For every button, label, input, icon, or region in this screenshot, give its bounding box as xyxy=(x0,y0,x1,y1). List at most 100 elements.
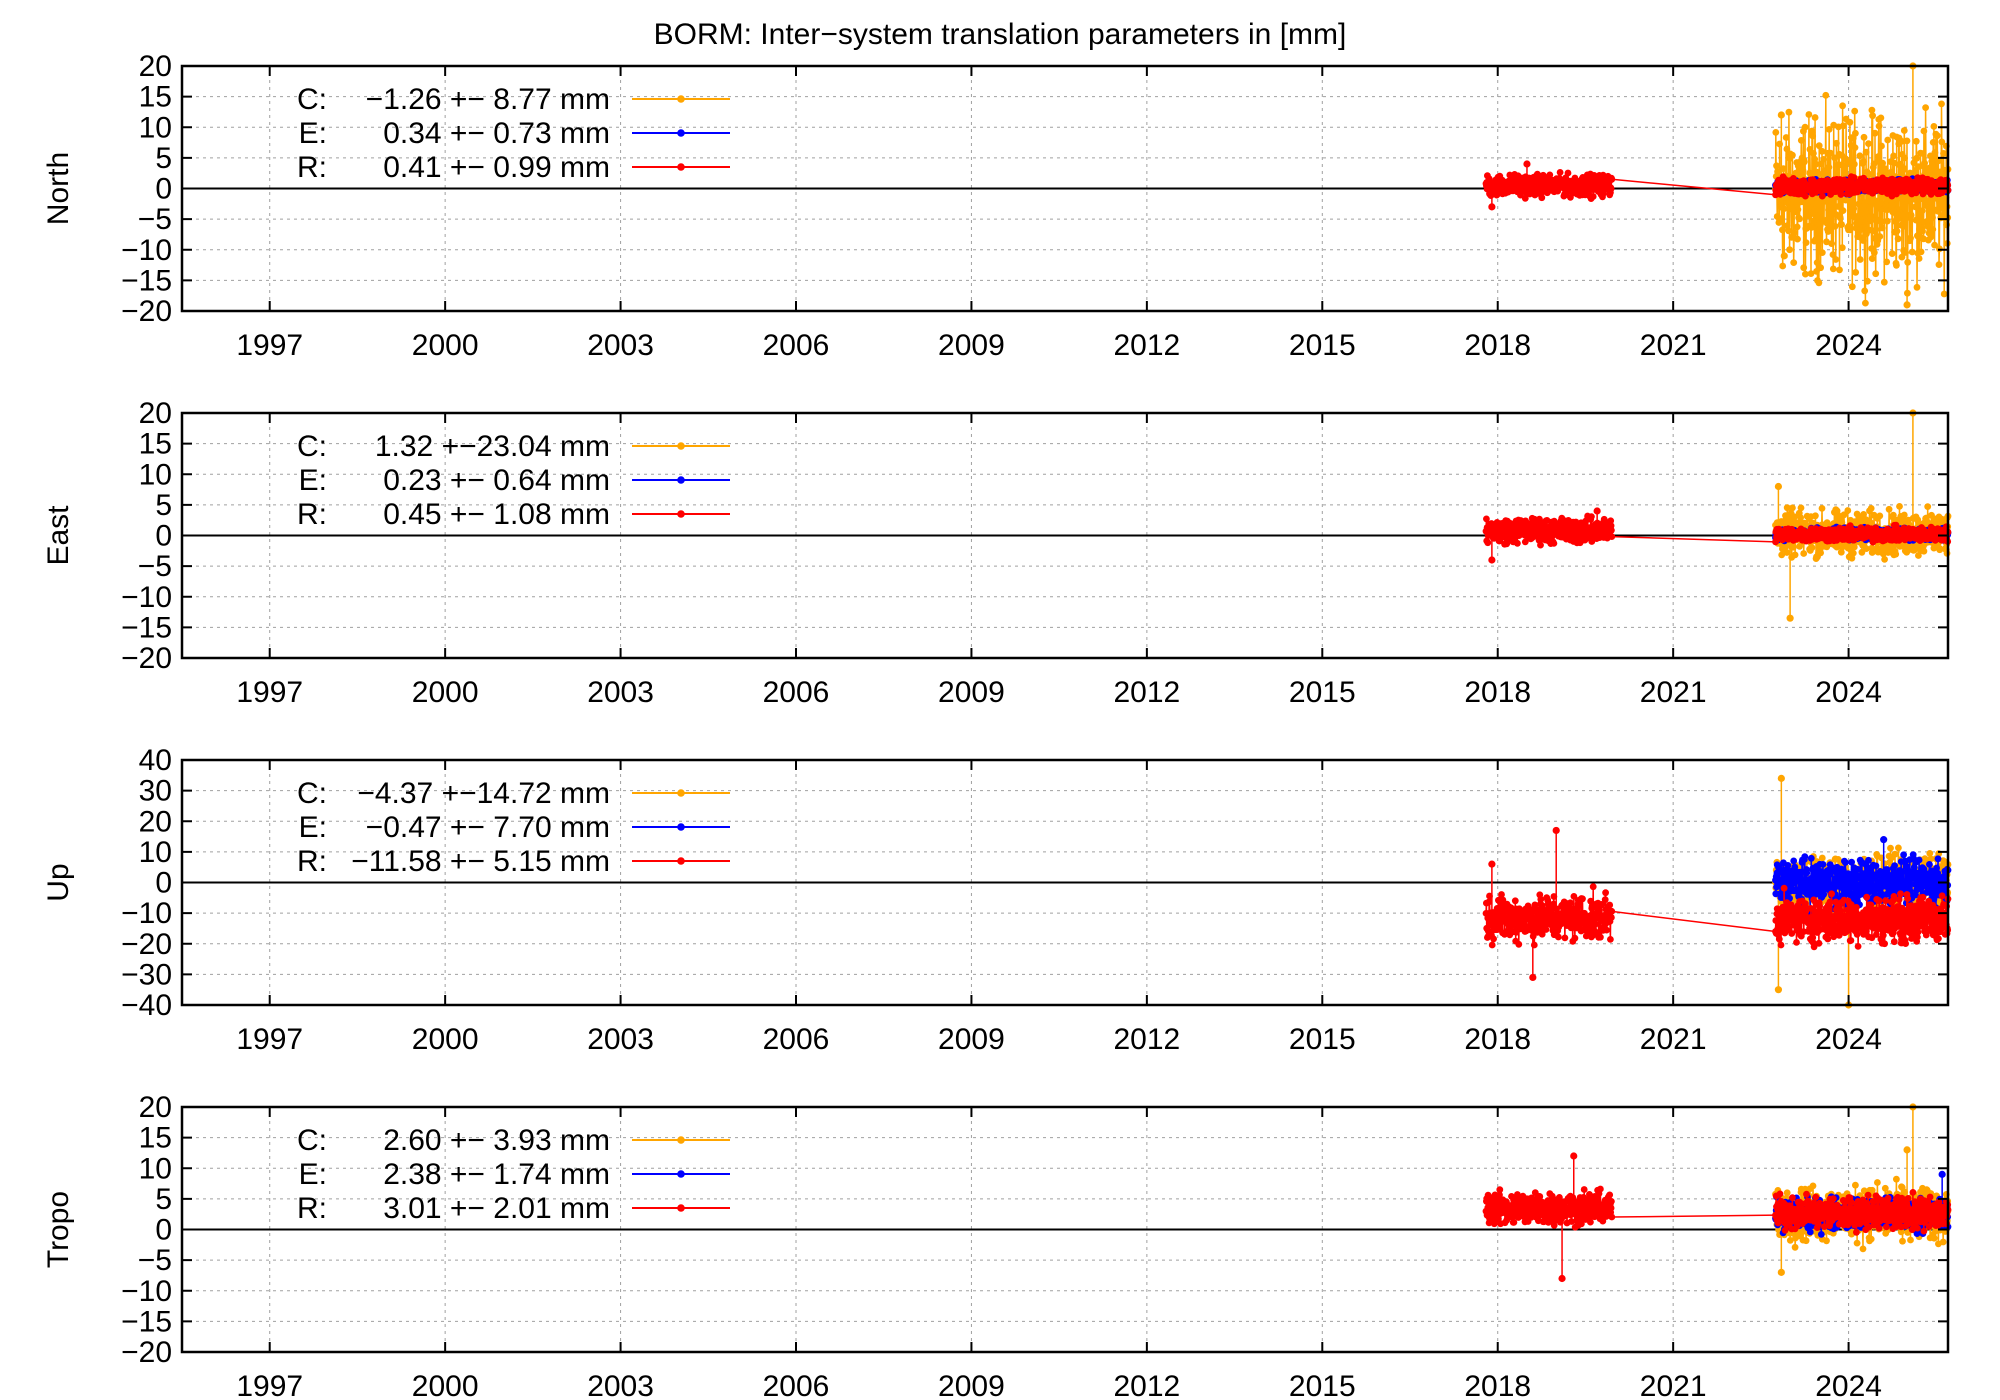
series-C-point xyxy=(1868,255,1876,262)
series-C-point xyxy=(1915,255,1923,262)
series-C-point xyxy=(1793,223,1801,231)
series-C-point xyxy=(1783,504,1791,512)
series-C-point xyxy=(1860,133,1868,141)
series-C-point xyxy=(1872,270,1880,278)
series-C-point xyxy=(1870,249,1878,256)
series-C-point xyxy=(1832,256,1840,263)
series-C-point xyxy=(1774,168,1781,176)
x-tick-label: 2015 xyxy=(1289,329,1356,362)
series-C-point xyxy=(1810,150,1817,157)
series-R-point xyxy=(1607,185,1615,193)
series-R-outlier xyxy=(1593,507,1601,515)
series-R xyxy=(1482,160,1952,211)
series-C-point xyxy=(1884,217,1891,225)
series-C-point xyxy=(1828,240,1835,248)
series-C-point xyxy=(1893,261,1900,269)
series-C-point xyxy=(1856,152,1864,160)
series-C-point xyxy=(1907,212,1915,219)
series-C-point xyxy=(1815,279,1823,287)
series-C-point xyxy=(1917,248,1925,256)
series-C-point xyxy=(1842,196,1850,204)
series-C xyxy=(1772,409,1952,622)
series-C-point xyxy=(1918,207,1926,215)
x-tick-label: 2006 xyxy=(763,329,830,362)
series-C-point xyxy=(1891,850,1899,858)
x-tick-label: 2021 xyxy=(1640,329,1707,362)
legend-label: C: xyxy=(297,83,327,116)
series-C-point xyxy=(1796,215,1803,223)
series-C-point xyxy=(1778,215,1786,223)
series-C-point xyxy=(1831,223,1839,230)
series-C-point xyxy=(1829,265,1837,273)
series-C-point xyxy=(1797,514,1804,521)
series-C-point xyxy=(1920,127,1928,135)
series-C-outlier xyxy=(1777,111,1785,119)
series-C-point xyxy=(1883,258,1891,266)
series-C-point xyxy=(1809,132,1817,140)
series-C-point xyxy=(1902,215,1910,222)
x-tick-label: 1997 xyxy=(236,329,303,362)
legend-swatch-point xyxy=(677,163,685,171)
series-R-point xyxy=(1564,169,1572,177)
x-tick-label: 2024 xyxy=(1815,329,1882,362)
series-C-point xyxy=(1896,503,1903,510)
legend-swatch-point xyxy=(677,442,685,450)
series-C-point xyxy=(1779,262,1787,270)
series-E-point xyxy=(1819,861,1827,868)
legend-stat: 0.34 +− 0.73 mm xyxy=(383,117,610,150)
series-C-point xyxy=(1876,233,1884,240)
series-C-point xyxy=(1859,237,1867,244)
series-C-point xyxy=(1812,160,1820,168)
series-C-point xyxy=(1929,214,1936,222)
series-C-point xyxy=(1827,149,1834,157)
series-C-point xyxy=(1935,157,1942,165)
series-C-point xyxy=(1825,163,1833,171)
series-C-point xyxy=(1861,199,1869,207)
series-C-point xyxy=(1817,549,1824,557)
series-R-point xyxy=(1484,539,1492,547)
series-R-point xyxy=(1556,169,1564,176)
series-C-point xyxy=(1838,221,1845,228)
legend: C: 1.32 +−23.04 mmE: 0.23 +− 0.64 mmR: 0.45… xyxy=(297,430,730,531)
series-C-point xyxy=(1783,145,1791,153)
series-C-point xyxy=(1805,111,1813,118)
series-C-point xyxy=(1929,226,1937,233)
series-C-point xyxy=(1797,504,1805,512)
series-C-point xyxy=(1881,556,1888,563)
series-C-point xyxy=(1848,554,1856,562)
series-C-point xyxy=(1773,162,1780,170)
series-C-point xyxy=(1920,547,1928,555)
x-tick-label: 2006 xyxy=(763,676,830,709)
series-R-point xyxy=(1514,539,1521,547)
series-C-point xyxy=(1823,238,1830,246)
series-C-point xyxy=(1936,546,1944,554)
series-C-point xyxy=(1921,159,1928,167)
series-C-point xyxy=(1812,512,1819,520)
series-C-point xyxy=(1800,264,1808,272)
series-C-point xyxy=(1926,168,1933,176)
series-C-point xyxy=(1811,114,1819,121)
series-C-point xyxy=(1898,137,1905,145)
y-tick-label: −15 xyxy=(121,611,172,644)
series-C-point xyxy=(1875,153,1882,160)
series-C-point xyxy=(1815,170,1822,178)
series-E-point xyxy=(1842,859,1849,866)
y-tick-label: 0 xyxy=(155,173,172,206)
series-C-point xyxy=(1791,551,1799,559)
series-C-point xyxy=(1802,239,1810,247)
x-tick-label: 2018 xyxy=(1464,676,1531,709)
series-C-point xyxy=(1851,107,1859,115)
y-tick-label: −10 xyxy=(121,234,172,267)
y-axis-label: North xyxy=(42,152,75,225)
series-R-point xyxy=(1589,193,1597,200)
series-C-point xyxy=(1916,218,1924,226)
series-C-point xyxy=(1772,129,1780,136)
series-C-point xyxy=(1839,122,1847,130)
series-C-point xyxy=(1778,551,1786,559)
series-C-point xyxy=(1931,241,1938,249)
series-E-point xyxy=(1915,856,1923,864)
series-C-point xyxy=(1892,550,1900,558)
